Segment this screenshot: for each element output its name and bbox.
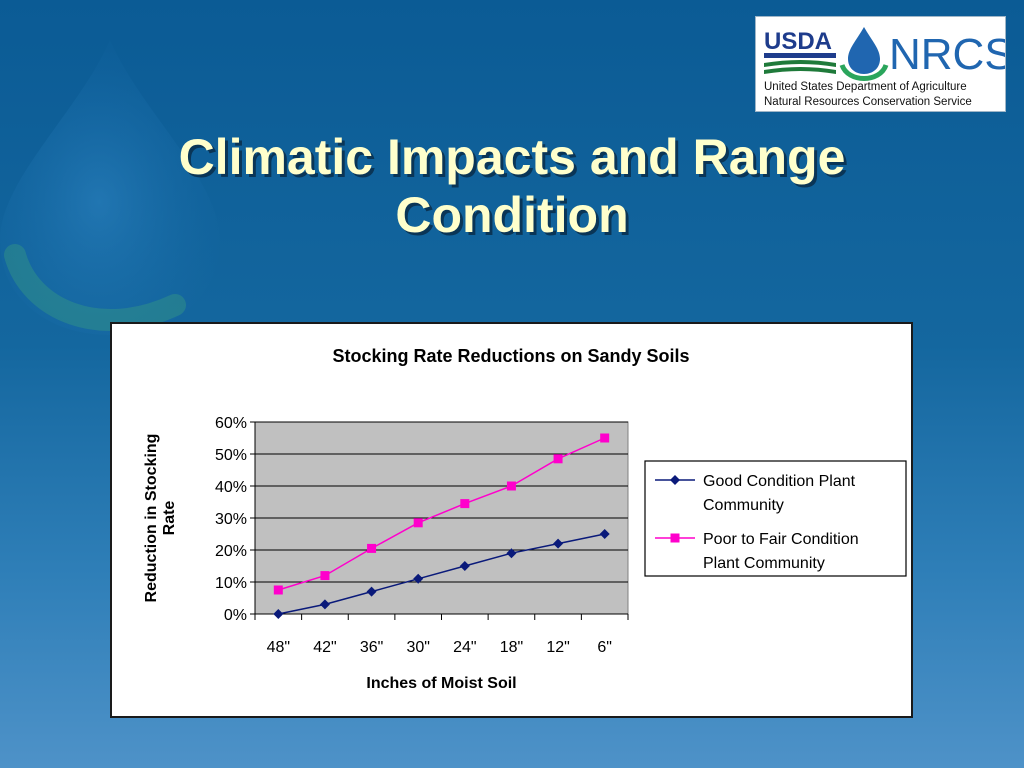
logo-agency-line-2: Natural Resources Conservation Service: [764, 96, 972, 108]
x-tick-label: 6": [597, 639, 612, 656]
usda-wordmark: USDA: [764, 28, 832, 55]
y-axis-title: Reduction in StockingRate: [143, 434, 178, 603]
legend-label: Poor to Fair Condition: [703, 531, 859, 548]
series-2-point: [600, 433, 610, 443]
series-2-point: [367, 543, 377, 553]
x-tick-label: 36": [360, 639, 383, 656]
nrcs-wordmark: NRCS: [889, 30, 1005, 79]
chart-panel: Stocking Rate Reductions on Sandy Soils 0…: [110, 322, 913, 718]
y-axis-title-line: Rate: [161, 501, 178, 536]
series-1-point: [366, 586, 377, 597]
y-tick-label: 10%: [215, 575, 247, 592]
x-tick-label: 12": [546, 639, 569, 656]
series-2-point: [553, 454, 563, 464]
slide-title: Climatic Impacts and Range Condition: [0, 128, 1024, 244]
y-tick-label: 40%: [215, 479, 247, 496]
line-chart: Stocking Rate Reductions on Sandy Soils 0…: [143, 346, 907, 692]
slide-title-line-1: Climatic Impacts and Range: [178, 129, 846, 185]
series-2-point: [460, 499, 470, 509]
legend-swatch-marker: [670, 475, 680, 485]
x-axis-title: Inches of Moist Soil: [366, 675, 516, 692]
series-1-point: [273, 609, 284, 619]
slide-title-line-2: Condition: [395, 187, 629, 243]
series-line-2: [278, 437, 605, 591]
x-tick-label: 48": [267, 639, 290, 656]
series-2-point: [413, 518, 423, 528]
series-1-point: [319, 599, 330, 610]
usda-nrcs-logo-art: USDA NRCS: [764, 27, 1005, 81]
x-tick-label: 18": [500, 639, 523, 656]
series-1-point: [459, 561, 470, 571]
series-2-point: [320, 571, 330, 581]
y-tick-label: 60%: [215, 415, 247, 432]
series-2-point: [506, 481, 516, 491]
legend-label: Good Condition Plant: [703, 473, 856, 490]
y-tick-label: 20%: [215, 543, 247, 560]
legend-swatch-marker: [670, 533, 680, 543]
y-tick-label: 0%: [224, 607, 247, 624]
y-axis-title-line: Reduction in Stocking: [143, 434, 160, 603]
x-tick-label: 24": [453, 639, 476, 656]
usda-nrcs-logo: USDA NRCS United States Department of Ag…: [755, 16, 1006, 112]
series-1-point: [599, 529, 610, 539]
x-tick-label: 30": [406, 639, 429, 656]
y-tick-label: 50%: [215, 447, 247, 464]
chart-title: Stocking Rate Reductions on Sandy Soils: [332, 346, 689, 366]
legend-label: Community: [703, 497, 784, 514]
y-tick-label: 30%: [215, 511, 247, 528]
series-1-point: [506, 548, 517, 559]
series-line-1: [278, 533, 605, 615]
series-1-point: [413, 573, 424, 584]
series-2-point: [273, 585, 283, 595]
legend-label: Plant Community: [703, 555, 825, 572]
series-1-point: [553, 538, 564, 549]
x-tick-label: 42": [313, 639, 336, 656]
logo-agency-line-1: United States Department of Agriculture: [764, 81, 967, 93]
